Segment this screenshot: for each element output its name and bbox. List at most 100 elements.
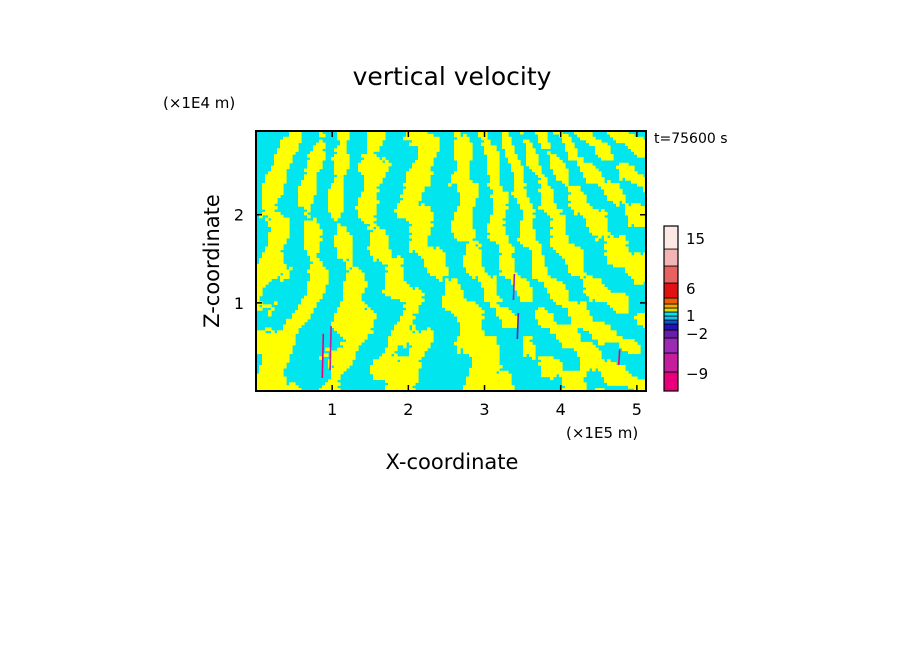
positive-velocity-cell: [574, 304, 578, 308]
positive-velocity-cell: [286, 157, 290, 161]
positive-velocity-cell: [571, 370, 575, 375]
positive-velocity-cell: [538, 266, 542, 271]
positive-velocity-cell: [373, 362, 377, 366]
positive-velocity-cell: [571, 339, 575, 343]
positive-velocity-cell: [439, 261, 443, 265]
positive-velocity-cell: [505, 315, 509, 320]
positive-velocity-cell: [340, 370, 344, 375]
positive-velocity-cell: [472, 249, 476, 253]
positive-velocity-cell: [481, 362, 485, 366]
positive-velocity-cell: [424, 252, 428, 256]
positive-velocity-cell: [550, 200, 554, 204]
positive-velocity-cell: [268, 353, 272, 357]
positive-velocity-cell: [493, 148, 497, 152]
positive-velocity-cell: [469, 243, 473, 248]
positive-velocity-cell: [340, 318, 344, 323]
positive-velocity-cell: [577, 272, 581, 277]
positive-velocity-cell: [409, 287, 413, 291]
positive-velocity-cell: [421, 148, 425, 152]
positive-velocity-cell: [604, 246, 608, 251]
positive-velocity-cell: [616, 370, 620, 375]
positive-velocity-cell: [457, 154, 461, 158]
positive-velocity-cell: [316, 266, 320, 271]
positive-velocity-cell: [583, 304, 587, 308]
positive-velocity-cell: [574, 185, 578, 190]
positive-velocity-cell: [463, 183, 467, 187]
positive-velocity-cell: [412, 131, 416, 135]
positive-velocity-cell: [316, 237, 320, 242]
positive-velocity-cell: [628, 263, 632, 268]
positive-velocity-cell: [640, 139, 644, 144]
positive-velocity-cell: [565, 298, 569, 303]
positive-velocity-cell: [358, 336, 362, 340]
positive-velocity-cell: [466, 327, 470, 331]
positive-velocity-cell: [409, 304, 413, 308]
positive-velocity-cell: [382, 252, 386, 256]
positive-velocity-cell: [496, 362, 500, 366]
positive-velocity-cell: [256, 333, 260, 337]
positive-velocity-cell: [262, 339, 266, 343]
positive-velocity-cell: [454, 220, 458, 225]
positive-velocity-cell: [409, 206, 413, 210]
positive-velocity-cell: [469, 211, 473, 216]
positive-velocity-cell: [397, 263, 401, 268]
positive-velocity-cell: [496, 310, 500, 314]
positive-velocity-cell: [541, 321, 545, 326]
positive-velocity-cell: [421, 298, 425, 303]
positive-velocity-cell: [601, 327, 605, 331]
positive-velocity-cell: [283, 344, 287, 349]
positive-velocity-cell: [277, 232, 281, 236]
positive-velocity-cell: [628, 174, 632, 178]
positive-velocity-cell: [535, 159, 539, 164]
positive-velocity-cell: [415, 243, 419, 248]
positive-velocity-cell: [382, 165, 386, 170]
positive-velocity-cell: [523, 206, 527, 210]
positive-velocity-cell: [388, 284, 392, 288]
positive-velocity-cell: [259, 275, 263, 279]
positive-velocity-cell: [601, 185, 605, 190]
positive-velocity-cell: [391, 258, 395, 262]
positive-velocity-cell: [334, 321, 338, 326]
positive-velocity-cell: [436, 139, 440, 144]
positive-velocity-cell: [469, 220, 473, 225]
positive-velocity-cell: [403, 341, 407, 346]
positive-velocity-cell: [466, 269, 470, 274]
positive-velocity-cell: [274, 217, 278, 222]
positive-velocity-cell: [580, 159, 584, 164]
positive-velocity-cell: [289, 131, 293, 135]
positive-velocity-cell: [553, 243, 557, 248]
positive-velocity-cell: [406, 333, 410, 337]
positive-velocity-cell: [505, 154, 509, 158]
positive-velocity-cell: [640, 278, 644, 282]
positive-velocity-cell: [490, 151, 494, 155]
positive-velocity-cell: [283, 272, 287, 277]
positive-velocity-cell: [466, 249, 470, 253]
positive-velocity-cell: [403, 191, 407, 196]
positive-velocity-cell: [472, 330, 476, 334]
positive-velocity-cell: [424, 139, 428, 144]
positive-velocity-cell: [337, 315, 341, 320]
positive-velocity-cell: [268, 313, 272, 317]
positive-velocity-cell: [280, 258, 284, 262]
positive-velocity-cell: [307, 235, 311, 239]
positive-velocity-cell: [478, 278, 482, 282]
positive-velocity-cell: [568, 333, 572, 337]
positive-velocity-cell: [406, 191, 410, 196]
positive-velocity-cell: [622, 237, 626, 242]
positive-velocity-cell: [478, 272, 482, 277]
positive-velocity-cell: [277, 353, 281, 357]
positive-velocity-cell: [466, 310, 470, 314]
positive-velocity-cell: [574, 266, 578, 271]
positive-velocity-cell: [532, 168, 536, 173]
positive-velocity-cell: [388, 350, 392, 355]
positive-velocity-cell: [457, 214, 461, 219]
positive-velocity-cell: [400, 200, 404, 204]
positive-velocity-cell: [292, 131, 296, 135]
positive-velocity-cell: [622, 200, 626, 204]
positive-velocity-cell: [484, 142, 488, 147]
positive-velocity-cell: [580, 321, 584, 326]
positive-velocity-cell: [388, 281, 392, 285]
positive-velocity-cell: [430, 136, 434, 141]
positive-velocity-cell: [337, 211, 341, 216]
positive-velocity-cell: [580, 307, 584, 311]
